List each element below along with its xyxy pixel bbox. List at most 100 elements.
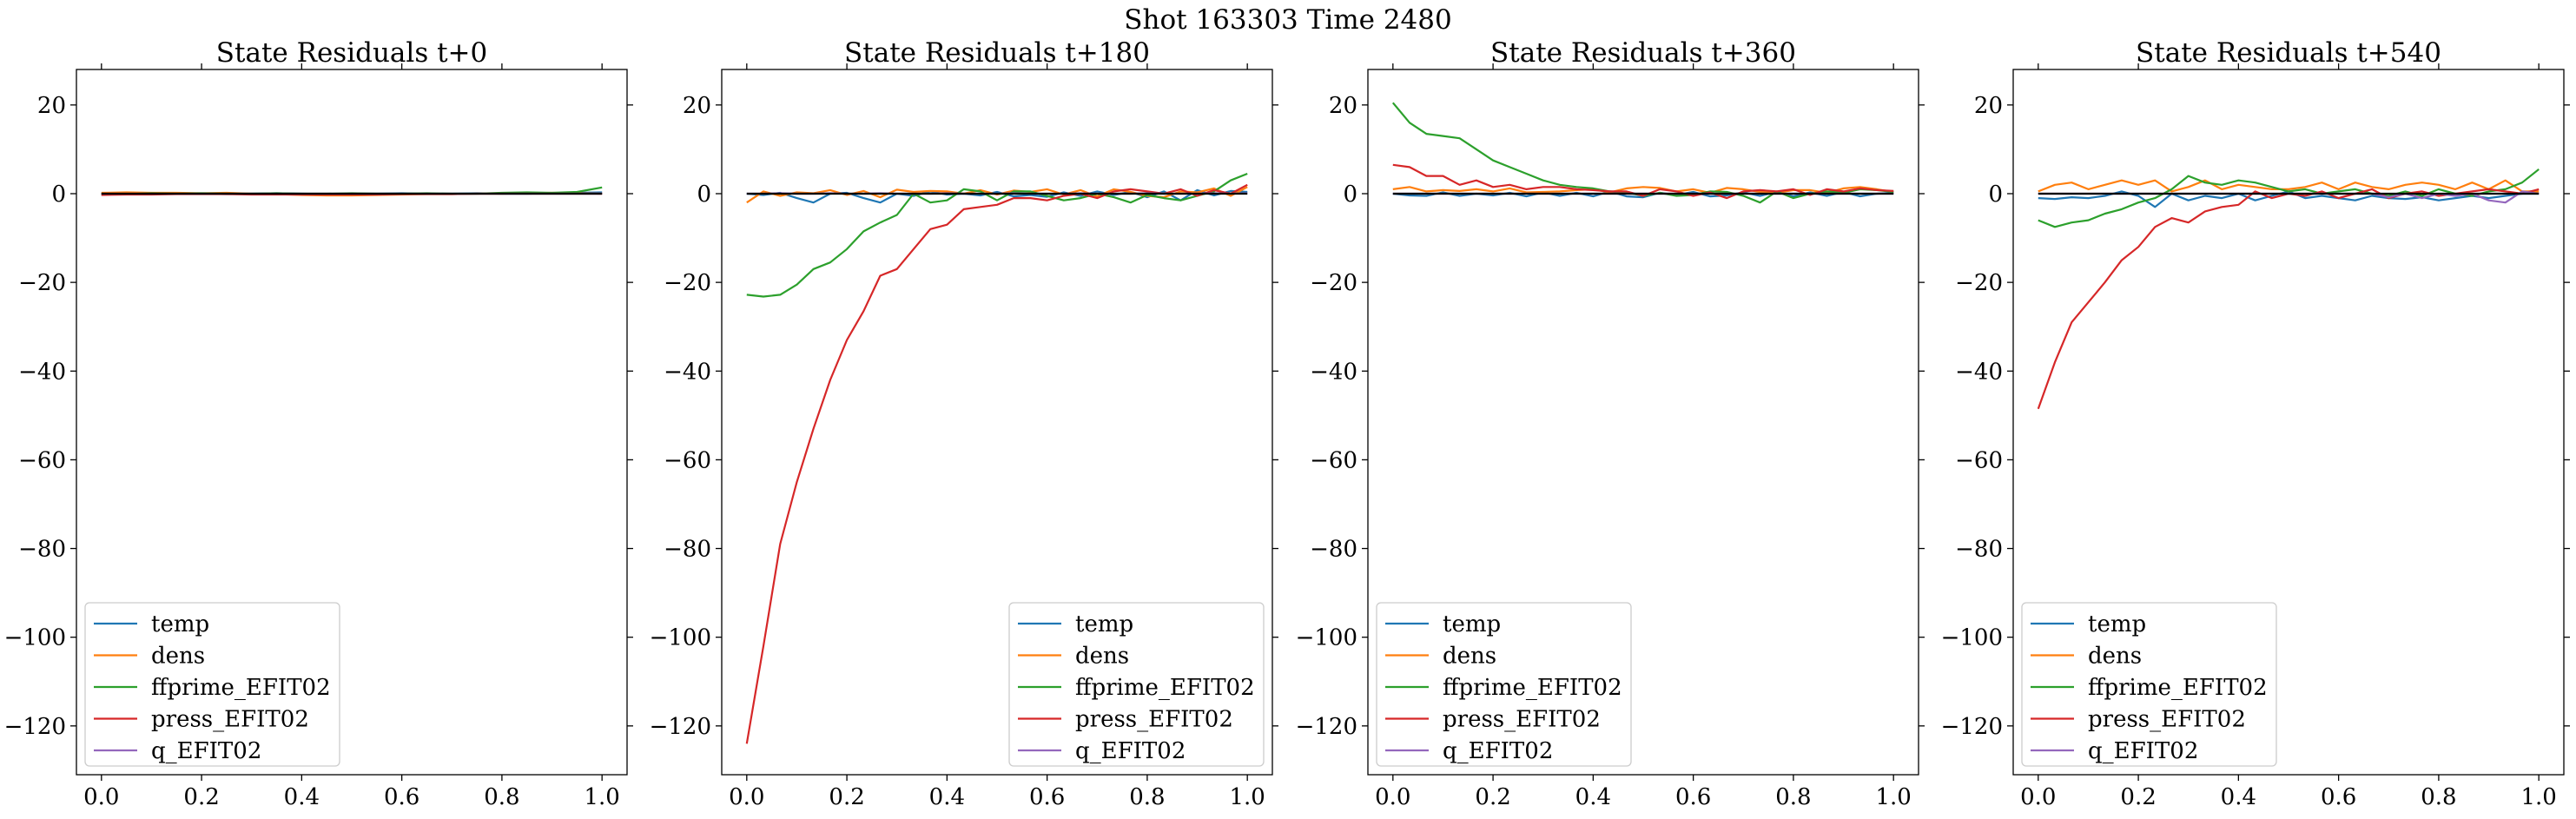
- x-tick-label: 0.0: [2020, 784, 2056, 810]
- axes-frame: [2012, 69, 2565, 776]
- x-tick-label: 0.8: [2421, 784, 2456, 810]
- y-tick-label: −40: [1955, 359, 2003, 385]
- legend-label-temp: temp: [1443, 611, 1501, 637]
- y-tick-label: −80: [18, 537, 66, 563]
- x-tick-label: 0.6: [2321, 784, 2356, 810]
- legend-label-dens: dens: [1443, 644, 1496, 670]
- legend-label-ffprime_EFIT02: ffprime_EFIT02: [2088, 675, 2268, 701]
- legend-label-ffprime_EFIT02: ffprime_EFIT02: [151, 675, 331, 701]
- x-tick-label: 0.8: [484, 784, 519, 810]
- x-tick-label: 0.2: [2120, 784, 2156, 810]
- series-line-press_EFIT02: [2037, 188, 2540, 410]
- legend-label-dens: dens: [2088, 644, 2142, 670]
- legend-box: [2021, 602, 2277, 767]
- x-tick-label: 0.4: [284, 784, 320, 810]
- y-tick-label: −40: [18, 359, 66, 385]
- y-tick-label: 20: [1329, 93, 1357, 119]
- y-tick-label: 0: [51, 182, 66, 208]
- chart-series-group: [1391, 102, 1894, 204]
- chart-series-group: [2037, 168, 2540, 410]
- x-tick-label: 0.8: [1775, 784, 1811, 810]
- legend-label-temp: temp: [151, 611, 209, 637]
- y-tick-label: −80: [1955, 537, 2003, 563]
- x-tick-label: 0.4: [929, 784, 965, 810]
- x-tick-label: 0.8: [1129, 784, 1165, 810]
- legend-box: [84, 602, 340, 767]
- legend-label-press_EFIT02: press_EFIT02: [1075, 707, 1233, 733]
- legend-label-q_EFIT02: q_EFIT02: [1075, 738, 1186, 764]
- y-tick-label: 0: [697, 182, 711, 208]
- y-tick-label: −40: [664, 359, 711, 385]
- x-tick-label: 1.0: [1230, 784, 1265, 810]
- chart-panel-3: State Residuals t+540 0.0 0.2 0.4 0.6 0.8 1.0 2…: [1941, 37, 2570, 810]
- x-tick-label: 0.2: [829, 784, 864, 810]
- x-tick-label: 0.0: [729, 784, 764, 810]
- y-tick-label: −20: [18, 270, 66, 296]
- chart-series-group: [101, 186, 603, 197]
- chart-title: State Residuals t+540: [2136, 37, 2441, 69]
- axes-frame: [1367, 69, 1919, 776]
- chart-panel-2: State Residuals t+360 0.0 0.2 0.4 0.6 0.8 1.0 2…: [1296, 37, 1925, 810]
- y-tick-label: 0: [1343, 182, 1357, 208]
- legend-label-temp: temp: [2088, 611, 2146, 637]
- legend-box: [1376, 602, 1632, 767]
- y-tick-label: −120: [1941, 714, 2003, 740]
- y-tick-label: −120: [650, 714, 711, 740]
- series-line-ffprime_EFIT02: [746, 172, 1248, 298]
- legend-label-dens: dens: [151, 644, 205, 670]
- figure-title: Shot 163303 Time 2480: [1124, 4, 1451, 36]
- chart-title: State Residuals t+180: [844, 37, 1150, 69]
- y-tick-label: 20: [683, 93, 711, 119]
- y-tick-label: −60: [1955, 447, 2003, 473]
- legend-label-dens: dens: [1075, 644, 1129, 670]
- chart-panel-1: State Residuals t+180 0.0 0.2 0.4 0.6 0.8 1.0 2…: [650, 37, 1278, 810]
- legend-label-ffprime_EFIT02: ffprime_EFIT02: [1075, 675, 1255, 701]
- y-tick-label: −100: [1941, 625, 2003, 651]
- legend-label-q_EFIT02: q_EFIT02: [2088, 738, 2198, 764]
- y-tick-label: −100: [4, 625, 66, 651]
- x-tick-label: 0.0: [83, 784, 119, 810]
- legend-label-q_EFIT02: q_EFIT02: [1443, 738, 1553, 764]
- x-tick-label: 1.0: [2521, 784, 2557, 810]
- y-tick-label: −120: [4, 714, 66, 740]
- axes-frame: [721, 69, 1273, 776]
- y-tick-label: 0: [1988, 182, 2003, 208]
- y-tick-label: −20: [664, 270, 711, 296]
- series-line-ffprime_EFIT02: [2038, 168, 2540, 228]
- y-tick-label: 20: [1974, 93, 2003, 119]
- x-tick-label: 0.2: [183, 784, 219, 810]
- y-tick-label: −100: [1296, 625, 1357, 651]
- legend-label-press_EFIT02: press_EFIT02: [1443, 707, 1601, 733]
- y-tick-label: −60: [18, 447, 66, 473]
- legend-box: [1008, 602, 1265, 767]
- legend-label-q_EFIT02: q_EFIT02: [151, 738, 261, 764]
- chart-title: State Residuals t+0: [216, 37, 487, 69]
- series-line-press_EFIT02: [1392, 163, 1894, 200]
- legend-label-ffprime_EFIT02: ffprime_EFIT02: [1443, 675, 1622, 701]
- legend-label-temp: temp: [1075, 611, 1133, 637]
- y-tick-label: −20: [1955, 270, 2003, 296]
- x-tick-label: 0.6: [1029, 784, 1065, 810]
- y-tick-label: −80: [1310, 537, 1357, 563]
- series-line-dens: [1392, 186, 1894, 195]
- x-tick-label: 0.0: [1375, 784, 1410, 810]
- x-tick-label: 0.2: [1475, 784, 1510, 810]
- y-tick-label: −60: [664, 447, 711, 473]
- y-tick-label: −120: [1296, 714, 1357, 740]
- x-tick-label: 1.0: [585, 784, 620, 810]
- x-tick-label: 1.0: [1876, 784, 1912, 810]
- y-tick-label: −60: [1310, 447, 1357, 473]
- legend-label-press_EFIT02: press_EFIT02: [2088, 707, 2246, 733]
- x-tick-label: 0.6: [384, 784, 419, 810]
- chart-title: State Residuals t+360: [1490, 37, 1796, 69]
- chart-panel-0: State Residuals t+0 0.0 0.2 0.4 0.6 0.8 1.0 20 0…: [4, 37, 633, 810]
- y-tick-label: −100: [650, 625, 711, 651]
- y-tick-label: −20: [1310, 270, 1357, 296]
- x-tick-label: 0.4: [2221, 784, 2256, 810]
- y-tick-label: −40: [1310, 359, 1357, 385]
- legend-label-press_EFIT02: press_EFIT02: [151, 707, 309, 733]
- chart-series-group: [745, 172, 1248, 744]
- y-tick-label: 20: [37, 93, 66, 119]
- x-tick-label: 0.4: [1575, 784, 1611, 810]
